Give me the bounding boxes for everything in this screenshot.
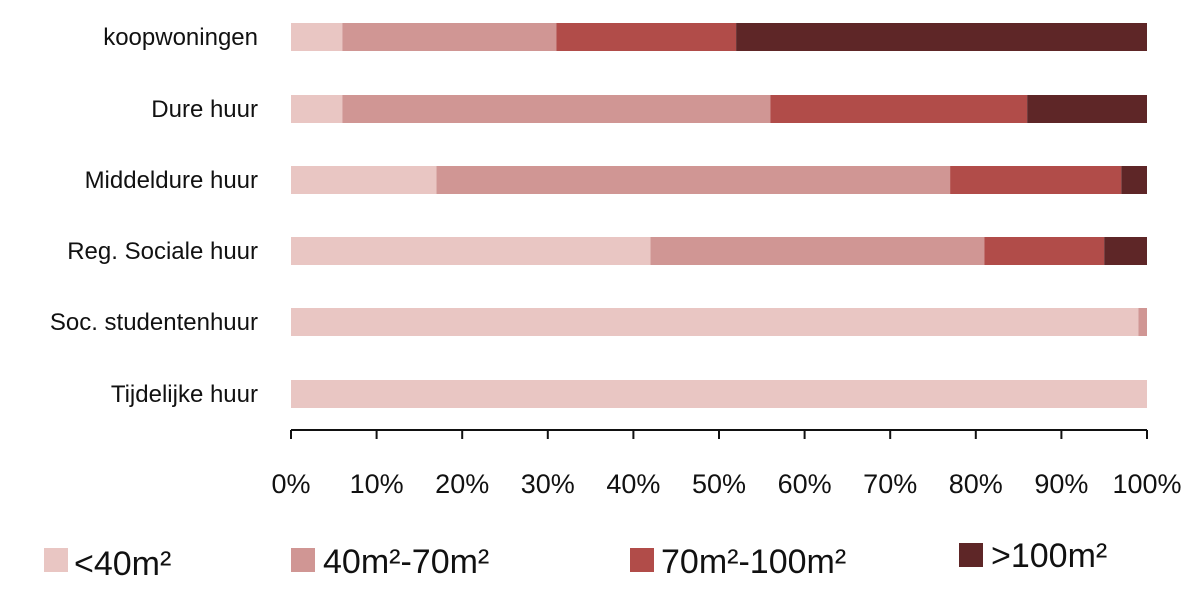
x-tick-label: 30% (521, 469, 575, 499)
category-label: Dure huur (151, 96, 258, 123)
bar-segment (291, 95, 343, 123)
x-tick-label: 60% (778, 469, 832, 499)
bar-segment (1104, 237, 1147, 265)
bar-segment (291, 166, 437, 194)
bar-segment (770, 95, 1028, 123)
category-labels: koopwoningen Dure huur Middeldure huur Reg.… (50, 24, 258, 408)
x-tick-label: 0% (271, 469, 310, 499)
bar-segment (291, 380, 1147, 408)
category-label: Soc. studentenhuur (50, 309, 258, 336)
bar-segment (291, 237, 651, 265)
bar-segment (556, 23, 737, 51)
x-axis-ticks: 0% 10% 20% 30% 40% 50% 60% 70% 80% 90% 100% (271, 430, 1182, 499)
bar-segment (1121, 166, 1147, 194)
x-tick-label: 70% (863, 469, 917, 499)
bar-segment (950, 166, 1122, 194)
legend-label: >100m² (991, 537, 1107, 575)
legend-label: 70m²-100m² (661, 543, 846, 581)
bar-segment (291, 23, 343, 51)
x-tick-label: 40% (606, 469, 660, 499)
legend-label: <40m² (74, 545, 171, 583)
legend: <40m² 40m²-70m² 70m²-100m² >100m² (44, 537, 1107, 583)
category-label: Tijdelijke huur (111, 381, 258, 408)
legend-swatch (291, 548, 315, 572)
x-tick-label: 20% (435, 469, 489, 499)
x-tick-label: 10% (350, 469, 404, 499)
legend-swatch (44, 548, 68, 572)
bar-segment (736, 23, 1147, 51)
legend-label: 40m²-70m² (323, 543, 489, 581)
bar-segment (1027, 95, 1147, 123)
x-tick-label: 100% (1112, 469, 1181, 499)
category-label: Middeldure huur (85, 167, 258, 194)
x-tick-label: 80% (949, 469, 1003, 499)
x-tick-label: 90% (1034, 469, 1088, 499)
bar-segment (291, 308, 1139, 336)
legend-swatch (630, 548, 654, 572)
bar-segment (1138, 308, 1147, 336)
bars-group (291, 23, 1147, 408)
bar-segment (650, 237, 985, 265)
category-label: Reg. Sociale huur (67, 238, 258, 265)
legend-swatch (959, 543, 983, 567)
bar-segment (984, 237, 1105, 265)
x-tick-label: 50% (692, 469, 746, 499)
bar-segment (342, 23, 557, 51)
category-label: koopwoningen (103, 24, 258, 51)
bar-segment (436, 166, 951, 194)
bar-segment (342, 95, 771, 123)
